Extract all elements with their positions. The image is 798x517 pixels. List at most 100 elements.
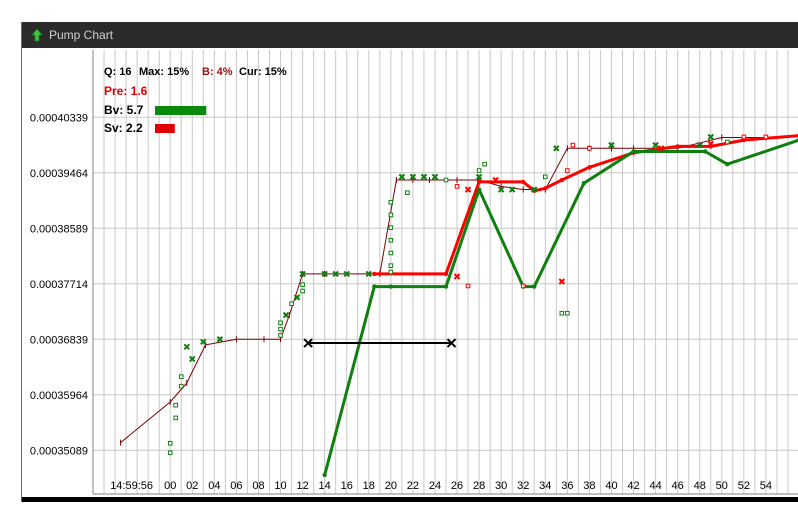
x-tick-label: 16 [341, 480, 353, 492]
y-tick-label: 0.00040339 [30, 112, 88, 124]
green-square-marker [300, 282, 305, 287]
y-tick-label: 0.00037714 [30, 279, 88, 291]
red-square-marker [587, 146, 592, 151]
green-square-marker [388, 212, 394, 218]
green-square-marker [289, 301, 294, 307]
x-tick-label: 28 [473, 480, 485, 492]
legend-bv: Bv: 5.7 [104, 103, 144, 117]
x-tick-label-first: 14:59:56 [110, 480, 153, 492]
x-tick-label: 48 [694, 480, 706, 492]
green-x-marker [431, 173, 439, 181]
chart-legend: Q: 16 Max: 15% B: 4% Cur: 15% Pre: 1.6 B… [104, 66, 287, 135]
series-point [703, 149, 708, 154]
legend-stat-cur: Cur: 15% [239, 66, 287, 78]
series-point [372, 284, 377, 289]
chart-grid [22, 50, 798, 502]
series-point [587, 165, 592, 170]
green-x-marker [183, 343, 190, 351]
green-square-marker [565, 310, 570, 316]
x-tick-label: 32 [517, 480, 529, 492]
green-square-marker [167, 440, 173, 446]
green-x-marker [420, 173, 428, 181]
green-x-marker [282, 311, 290, 319]
series-point [543, 186, 548, 191]
legend-stat-b: B: 4% [202, 66, 233, 78]
red-x-marker [492, 176, 499, 184]
series-point [532, 284, 537, 289]
x-tick-label: 26 [451, 480, 463, 492]
green-square-marker [167, 450, 173, 456]
green-x-marker [189, 355, 196, 363]
window-title: Pump Chart [49, 28, 114, 42]
legend-pre: Pre: 1.6 [104, 84, 148, 98]
legend-sv-bar [155, 124, 175, 133]
series-point [725, 161, 730, 167]
green-square-marker [173, 402, 179, 408]
x-tick-label: 40 [605, 480, 617, 492]
green-square-marker [388, 237, 394, 243]
green-x-marker [200, 338, 207, 345]
green-x-marker [398, 173, 406, 181]
y-tick-label: 0.00035089 [30, 445, 88, 457]
green-square-marker [173, 415, 179, 421]
green-x-marker [707, 133, 714, 141]
red-x-marker [707, 140, 714, 148]
x-tick-label: 12 [296, 480, 308, 492]
red-square-marker [520, 283, 526, 289]
green-square-marker [542, 174, 548, 180]
series-point [372, 271, 377, 277]
series-point [675, 144, 680, 149]
green-x-marker [497, 186, 505, 193]
x-tick-label: 50 [716, 480, 728, 492]
green-square-marker [724, 139, 730, 145]
legend-stat-max: Max: 15% [139, 66, 189, 78]
red-x-marker [657, 145, 665, 152]
series-line-0 [120, 137, 766, 443]
y-axis-ticks: 0.00035089 0.00035964 0.00036839 0.00037714… [30, 112, 88, 457]
y-tick-label: 0.00038589 [30, 223, 88, 235]
green-square-marker [278, 333, 283, 338]
green-square-marker [405, 190, 410, 196]
series-point [388, 284, 394, 289]
green-square-marker [482, 161, 487, 167]
green-square-marker [443, 177, 449, 183]
green-square-marker [559, 310, 565, 316]
x-tick-label: 04 [208, 480, 220, 492]
green-x-marker [365, 270, 372, 278]
green-x-marker [343, 270, 350, 278]
chart-series [120, 133, 798, 478]
series-point [443, 284, 449, 289]
green-x-marker [608, 141, 615, 149]
red-square-marker [763, 134, 769, 140]
green-up-arrow-icon [31, 28, 43, 42]
x-tick-label: 30 [495, 480, 507, 492]
green-square-marker [178, 374, 184, 379]
x-tick-label: 02 [186, 480, 198, 492]
x-tick-label: 46 [672, 480, 684, 492]
red-x-marker [558, 278, 566, 285]
x-axis-ticks: 14:59:56 00 02 04 06 08 10 12 14 16 18 20 22 24 26 28 30… [110, 480, 772, 492]
bottom-border [22, 497, 798, 502]
red-square-marker [565, 168, 570, 173]
x-tick-label: 06 [230, 480, 242, 492]
x-tick-label: 52 [738, 480, 750, 492]
red-x-marker [464, 186, 472, 193]
series-point [521, 179, 526, 185]
y-tick-label: 0.00035964 [30, 390, 88, 402]
green-square-marker [178, 383, 184, 389]
x-tick-label: 34 [539, 480, 551, 492]
series-point [443, 271, 449, 277]
legend-stat-q: Q: 16 [104, 66, 132, 78]
x-tick-label: 22 [407, 480, 419, 492]
black-x-marker [303, 338, 313, 348]
legend-sv: Sv: 2.2 [104, 121, 143, 135]
pump-chart: 0.00035089 0.00035964 0.00036839 0.00037714… [22, 50, 798, 502]
x-tick-label: 36 [561, 480, 573, 492]
title-bar[interactable]: Pump Chart [22, 22, 798, 48]
series-point [476, 179, 482, 185]
green-square-marker [388, 199, 394, 205]
series-line-2 [323, 138, 798, 476]
x-tick-label: 38 [583, 480, 595, 492]
red-square-marker [454, 184, 460, 189]
legend-bv-bar [155, 106, 207, 115]
